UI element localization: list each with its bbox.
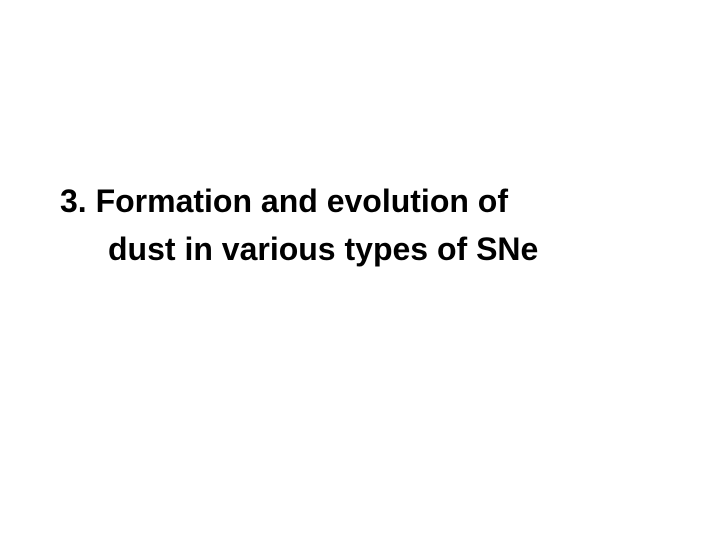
heading-line-1: 3. Formation and evolution of: [60, 177, 538, 225]
heading-line-2: dust in various types of SNe: [60, 225, 538, 273]
slide-container: 3. Formation and evolution of dust in va…: [0, 0, 720, 540]
section-heading: 3. Formation and evolution of dust in va…: [60, 177, 538, 273]
